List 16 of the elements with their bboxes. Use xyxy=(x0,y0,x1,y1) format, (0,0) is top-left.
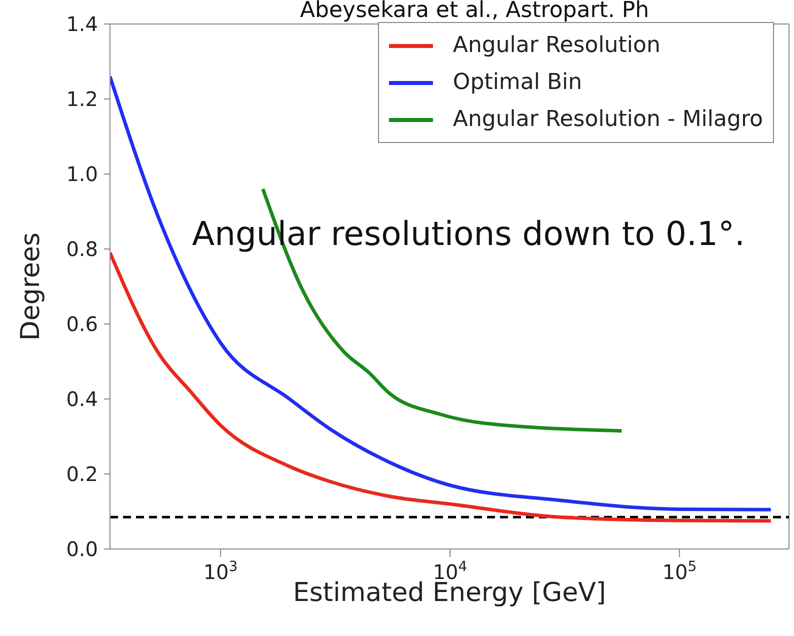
y-tick-label: 0.4 xyxy=(66,387,98,411)
x-tick-label: 10$^{5}$ xyxy=(662,559,697,584)
text: Abeysekara et al., Astropart. Ph xyxy=(300,0,650,23)
y-tick-label: 1.2 xyxy=(66,87,98,111)
y-tick-label: 1.4 xyxy=(66,12,98,36)
y-tick-label: 0.0 xyxy=(66,537,98,561)
legend-label: Angular Resolution - Milagro xyxy=(452,106,763,134)
x-tick-label: 10$^{3}$ xyxy=(203,559,238,584)
y-axis-title: Degrees xyxy=(16,232,46,341)
y-tick-label: 1.0 xyxy=(66,162,98,186)
x-axis-title: Estimated Energy [GeV] xyxy=(292,578,606,608)
y-tick-label: 0.8 xyxy=(66,237,98,261)
legend-label: Angular Resolution xyxy=(452,32,660,60)
y-tick-label: 0.2 xyxy=(66,462,98,486)
legend-label: Optimal Bin xyxy=(452,69,582,97)
y-tick-label: 0.6 xyxy=(66,312,98,336)
